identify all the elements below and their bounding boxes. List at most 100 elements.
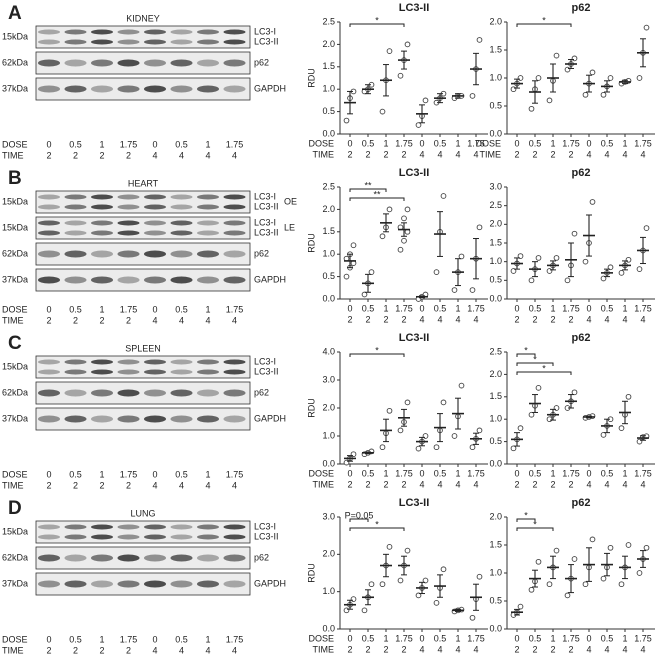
band <box>197 39 219 45</box>
time-label: 4 <box>419 644 424 654</box>
significance-bracket <box>349 197 405 201</box>
data-point <box>607 544 614 551</box>
band-label: LC3-II <box>254 227 279 237</box>
band <box>197 580 219 588</box>
x-tick-label: 1.75 <box>562 138 580 148</box>
data-point <box>607 75 614 81</box>
x-tick-label: 1 <box>550 468 555 478</box>
time-label: 4 <box>419 314 424 324</box>
time-label: 4 <box>473 644 478 654</box>
time-label: 4 <box>179 150 184 160</box>
x-tick-label: 0 <box>586 138 591 148</box>
x-tick-label: 0.5 <box>434 633 447 643</box>
data-point <box>582 258 589 265</box>
significance-bracket <box>516 527 554 531</box>
data-point <box>643 544 650 551</box>
data-point <box>528 277 535 284</box>
data-point <box>415 445 422 452</box>
band <box>223 359 246 365</box>
band <box>170 39 193 45</box>
time-label: 2 <box>550 149 555 159</box>
band-label: p62 <box>254 57 269 67</box>
band-label: LC3-I <box>254 217 276 227</box>
significance-label: * <box>542 363 546 373</box>
band <box>38 369 60 375</box>
band <box>223 580 246 588</box>
dose-label: 1.75 <box>226 469 244 479</box>
data-point <box>553 547 560 554</box>
data-point <box>600 275 607 282</box>
band <box>117 534 140 540</box>
band <box>38 230 60 236</box>
data-point <box>469 287 476 293</box>
band <box>64 276 87 284</box>
band <box>38 359 60 365</box>
band <box>144 250 166 258</box>
time-label: 4 <box>622 479 627 489</box>
x-tick-label: 1.75 <box>395 303 413 313</box>
band <box>38 250 60 258</box>
data-point <box>404 206 411 213</box>
y-tick-label: 1.5 <box>489 44 502 54</box>
dose-label: 0.5 <box>175 469 188 479</box>
band <box>117 359 140 365</box>
y-tick-label: 0.0 <box>489 623 502 633</box>
band <box>223 39 246 45</box>
data-point <box>582 91 589 98</box>
data-point <box>379 108 386 115</box>
band <box>170 230 193 236</box>
band <box>91 359 113 365</box>
data-point <box>600 432 607 438</box>
band <box>223 220 246 226</box>
time-label: 4 <box>604 149 609 159</box>
y-tick-label: 3.0 <box>489 181 502 191</box>
dose-label: 1.75 <box>120 304 138 314</box>
band <box>117 204 140 210</box>
y-tick-label: 2.5 <box>489 346 502 356</box>
time-label: 4 <box>437 149 442 159</box>
dose-label: 1 <box>99 634 104 644</box>
data-point <box>415 592 422 599</box>
time-label: 4 <box>232 645 237 655</box>
data-point <box>517 75 524 81</box>
time-label: 2 <box>365 479 370 489</box>
data-point <box>379 581 386 588</box>
row-label: TIME <box>480 149 502 159</box>
x-tick-label: 0.5 <box>529 303 542 313</box>
data-point <box>386 206 393 213</box>
y-tick-label: 0.5 <box>489 100 502 110</box>
x-tick-label: 1.75 <box>562 303 580 313</box>
x-tick-label: 0 <box>586 633 591 643</box>
time-label: 4 <box>455 479 460 489</box>
data-point <box>397 577 404 584</box>
blot-frame <box>35 216 251 240</box>
band <box>223 534 246 540</box>
significance-bracket <box>349 518 369 522</box>
band <box>170 389 193 397</box>
data-point <box>422 97 429 104</box>
band <box>64 39 87 45</box>
band <box>223 369 246 375</box>
data-point <box>546 97 553 104</box>
band <box>64 524 87 530</box>
blot-frame <box>35 355 251 379</box>
dose-label: 0 <box>46 634 51 644</box>
tissue-label: SPLEEN <box>125 343 161 353</box>
significance-label: * <box>375 345 379 355</box>
x-tick-label: 0.5 <box>362 468 375 478</box>
data-point <box>422 577 429 584</box>
y-tick-label: 3.0 <box>322 374 335 384</box>
band <box>223 29 246 35</box>
time-label: 2 <box>73 645 78 655</box>
x-tick-label: 1.75 <box>634 138 652 148</box>
dose-label: 1 <box>99 469 104 479</box>
data-point <box>564 592 571 599</box>
data-point <box>458 382 465 389</box>
data-point <box>564 66 571 73</box>
x-tick-label: 0.5 <box>362 633 375 643</box>
band <box>170 59 193 67</box>
row-label: TIME <box>313 644 335 654</box>
band <box>170 29 193 35</box>
band <box>223 524 246 530</box>
band <box>64 220 87 226</box>
